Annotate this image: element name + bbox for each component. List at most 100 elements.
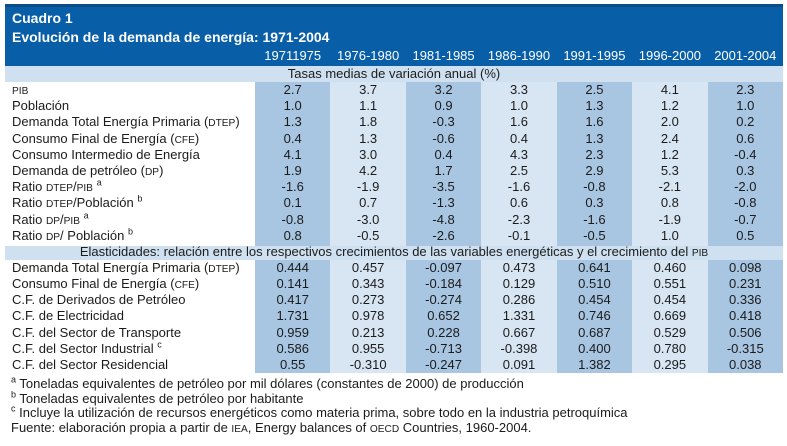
- value-cell: 0.343: [330, 276, 406, 295]
- table-row: Población 1.0 1.1 0.9 1.0 1.3 1.2 1.0: [5, 98, 783, 115]
- value-cell: 0.6: [707, 130, 783, 149]
- value-cell: 0.091: [481, 357, 557, 374]
- value-cell: 0.141: [255, 276, 331, 295]
- row-label: Ratio DTEP/PIB a: [5, 178, 255, 198]
- section-header-elasticidades: Elasticidades: relación entre los respec…: [5, 243, 783, 260]
- table-row: Consumo Final de Energía (CFE) 0.141 0.343…: [5, 276, 783, 295]
- table-row: Consumo Final de Energía (CFE) 0.4 1.3 -0.6…: [5, 130, 783, 149]
- table-row: C.F. de Electricidad 1.731 0.978 0.652 1.331…: [5, 308, 783, 325]
- value-cell: -2.3: [481, 211, 557, 230]
- value-cell: 2.9: [556, 162, 633, 182]
- value-cell: -2.0: [707, 179, 783, 198]
- value-cell: -0.1: [481, 227, 557, 246]
- value-cell: -1.3: [405, 195, 482, 214]
- value-cell: 3.3: [481, 82, 557, 101]
- value-cell: 1.2: [632, 146, 708, 163]
- table-title: Evolución de la demanda de energía: 1971…: [12, 29, 330, 45]
- value-cell: 0.295: [632, 357, 708, 374]
- table-row: C.F. de Derivados de Petróleo 0.417 0.273-…: [5, 292, 783, 309]
- value-cell: 1.3: [330, 130, 406, 149]
- row-label: C.F. de Derivados de Petróleo: [5, 292, 255, 309]
- value-cell: -0.6: [405, 130, 482, 149]
- value-cell: 1.331: [481, 308, 557, 325]
- value-cell: 0.418: [707, 308, 783, 325]
- value-cell: 0.400: [556, 340, 633, 358]
- value-cell: -0.5: [556, 227, 633, 246]
- value-cell: -0.8: [255, 211, 331, 230]
- value-cell: 1.7: [405, 162, 482, 182]
- value-cell: 0.529: [632, 324, 708, 341]
- row-label: Demanda Total Energía Primaria (DTEP): [5, 259, 255, 279]
- row-label: C.F. del Sector de Transporte: [5, 324, 255, 341]
- row-label: Consumo Final de Energía (CFE): [5, 276, 255, 295]
- value-cell: 0.978: [330, 308, 406, 325]
- value-cell: 1.1: [330, 98, 406, 115]
- value-cell: 0.4: [481, 130, 557, 149]
- value-cell: 0.746: [556, 308, 633, 325]
- value-cell: 0.641: [556, 259, 633, 279]
- table-number: Cuadro 1: [12, 10, 73, 26]
- value-cell: 0.4: [405, 146, 482, 163]
- value-cell: 1.2: [632, 98, 708, 115]
- value-cell: 1.3: [556, 98, 633, 115]
- column-header: 1996-2000: [638, 48, 701, 63]
- value-cell: -0.398: [481, 340, 557, 358]
- footnote: a Toneladas equivalentes de petróleo por…: [11, 374, 524, 392]
- table-row: Demanda de petróleo (DP) 1.9 4.2 1.7 2.5 2.9 5…: [5, 162, 783, 182]
- value-cell: 0.3: [707, 162, 783, 182]
- value-cell: 3.2: [405, 82, 482, 101]
- value-cell: 0.286: [481, 292, 557, 309]
- value-cell: -3.5: [405, 179, 482, 198]
- value-cell: 0.213: [330, 324, 406, 341]
- value-cell: 1.9: [255, 162, 331, 182]
- value-cell: 0.454: [556, 292, 633, 309]
- value-cell: -1.9: [632, 211, 708, 230]
- column-header: 1986-1990: [487, 48, 551, 63]
- table-row: C.F. del Sector Residencial 0.55 -0.310 -0.…: [5, 357, 783, 374]
- row-label: PIB: [5, 82, 255, 101]
- value-cell: -1.6: [255, 179, 331, 198]
- value-cell: 1.6: [481, 114, 557, 133]
- value-cell: -0.184: [405, 276, 482, 295]
- column-header: 1991-1995: [563, 48, 626, 63]
- value-cell: -0.7: [707, 211, 783, 230]
- elasticidades-rows: Demanda Total Energía Primaria (DTEP) 0.4…: [5, 259, 783, 374]
- value-cell: 0.273: [330, 292, 406, 309]
- value-cell: -0.097: [405, 259, 482, 279]
- value-cell: 3.0: [330, 146, 406, 163]
- table-row: Ratio DTEP/Población b 0.1 0.7 -1.3 0.6 0.3 0.…: [5, 194, 783, 214]
- row-label: Consumo Final de Energía (CFE): [5, 130, 255, 149]
- value-cell: 4.3: [481, 146, 557, 163]
- value-cell: 4.2: [330, 162, 406, 182]
- value-cell: 4.1: [632, 82, 708, 101]
- value-cell: 2.3: [707, 82, 783, 101]
- row-label: Ratio DP/ Población b: [5, 227, 255, 246]
- row-label: Demanda Total Energía Primaria (DTEP): [5, 114, 255, 133]
- value-cell: 0.454: [632, 292, 708, 309]
- value-cell: 1.6: [556, 114, 633, 133]
- value-cell: 0.1: [255, 195, 331, 214]
- value-cell: -2.1: [632, 179, 708, 198]
- value-cell: -0.247: [405, 357, 482, 374]
- value-cell: 0.228: [405, 324, 482, 341]
- value-cell: 0.5: [707, 227, 783, 246]
- footnote: c Incluye la utilización de recursos ene…: [11, 404, 628, 421]
- value-cell: -4.8: [405, 211, 482, 230]
- value-cell: 0.417: [255, 292, 331, 309]
- footnote: Fuente: elaboración propia a partir de I…: [11, 419, 532, 435]
- value-cell: 1.3: [556, 130, 633, 149]
- table-row: PIB 2.7 3.7 3.2 3.3 2.5 4.1 2.3: [5, 82, 783, 101]
- value-cell: 0.444: [255, 259, 331, 279]
- row-label: Ratio DTEP/Población b: [5, 194, 255, 214]
- value-cell: 1.0: [481, 98, 557, 115]
- value-cell: -0.5: [330, 227, 406, 246]
- value-cell: -2.6: [405, 227, 482, 246]
- column-header: 1976-1980: [337, 48, 400, 63]
- value-cell: 0.2: [707, 114, 783, 133]
- value-cell: 2.5: [556, 82, 633, 101]
- value-cell: 0.955: [330, 340, 406, 358]
- value-cell: 0.551: [632, 276, 708, 295]
- section-header-tasas: Tasas medias de variación anual (%): [5, 66, 783, 82]
- column-header: 1981-1985: [412, 48, 475, 63]
- energy-table: Cuadro 1 Evolución de la demanda de ener…: [5, 4, 783, 438]
